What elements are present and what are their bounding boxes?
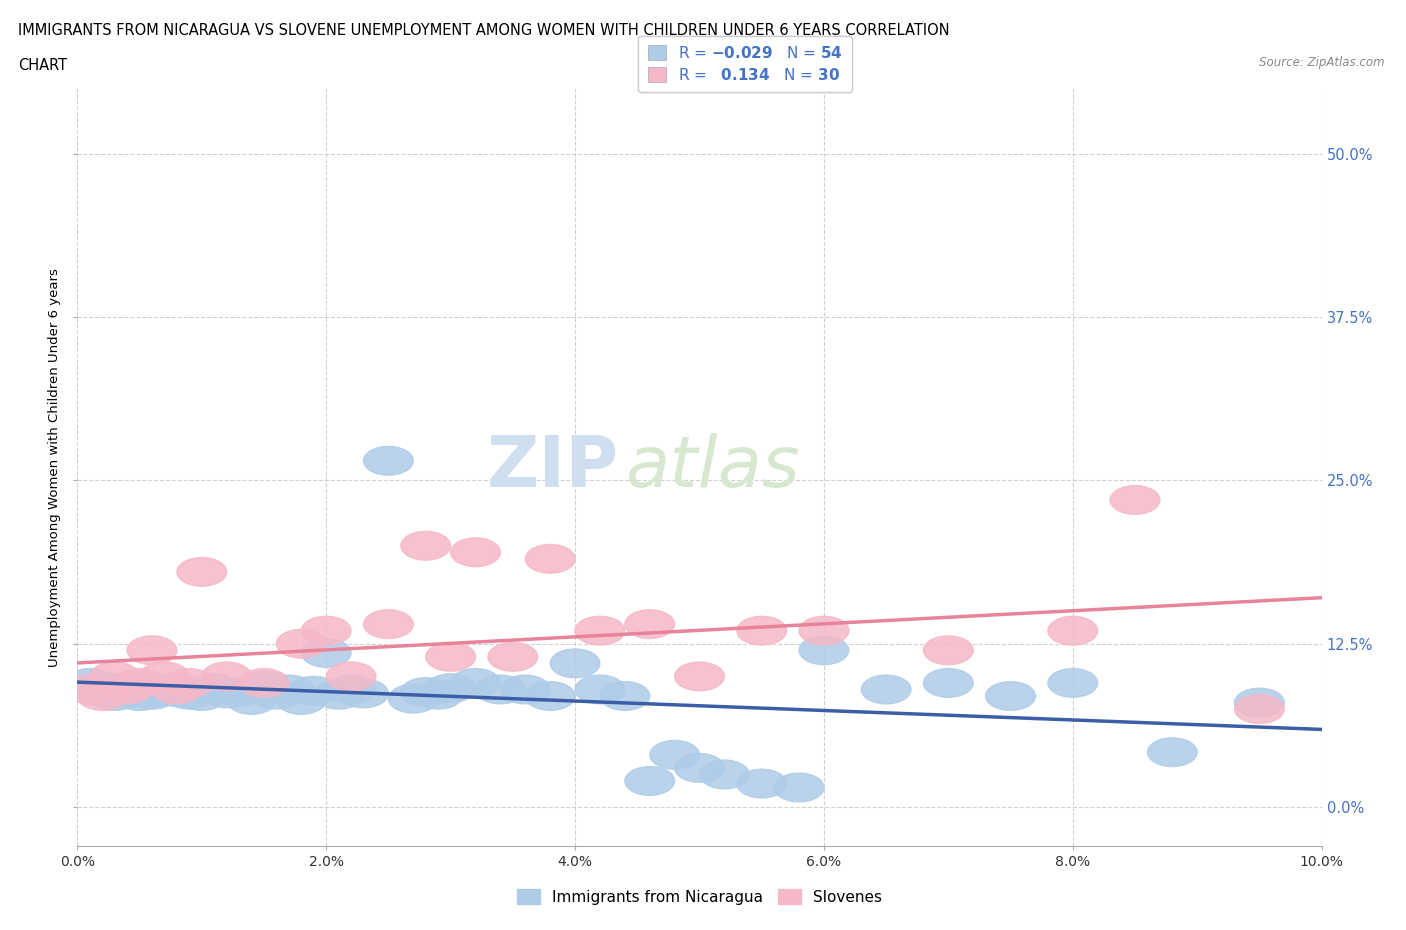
Ellipse shape (239, 669, 288, 698)
Ellipse shape (139, 675, 190, 704)
Ellipse shape (526, 682, 575, 711)
Ellipse shape (624, 610, 675, 639)
Text: atlas: atlas (624, 432, 800, 502)
Ellipse shape (264, 675, 314, 704)
Text: CHART: CHART (18, 58, 67, 73)
Ellipse shape (127, 681, 177, 709)
Ellipse shape (986, 682, 1035, 711)
Ellipse shape (575, 617, 624, 645)
Ellipse shape (239, 671, 288, 700)
Ellipse shape (190, 674, 239, 702)
Ellipse shape (924, 636, 973, 665)
Legend: R = $\mathbf{-0.029}$   N = $\mathbf{54}$, R =   $\mathbf{0.134}$   N = $\mathbf: R = $\mathbf{-0.029}$ N = $\mathbf{54}$,… (638, 35, 852, 92)
Ellipse shape (737, 617, 786, 645)
Ellipse shape (90, 674, 139, 702)
Ellipse shape (226, 685, 277, 714)
Ellipse shape (799, 636, 849, 665)
Ellipse shape (364, 610, 413, 639)
Y-axis label: Unemployment Among Women with Children Under 6 years: Unemployment Among Women with Children U… (48, 268, 62, 667)
Ellipse shape (426, 643, 475, 671)
Ellipse shape (277, 685, 326, 714)
Ellipse shape (65, 669, 115, 698)
Ellipse shape (1147, 737, 1198, 766)
Ellipse shape (314, 681, 364, 709)
Ellipse shape (339, 679, 388, 708)
Ellipse shape (426, 674, 475, 702)
Ellipse shape (401, 531, 451, 560)
Ellipse shape (550, 649, 600, 678)
Ellipse shape (1234, 695, 1284, 724)
Ellipse shape (152, 678, 202, 707)
Text: Source: ZipAtlas.com: Source: ZipAtlas.com (1260, 56, 1385, 69)
Ellipse shape (103, 679, 152, 708)
Ellipse shape (77, 678, 127, 707)
Ellipse shape (127, 678, 177, 707)
Ellipse shape (202, 679, 252, 708)
Text: ZIP: ZIP (486, 432, 619, 502)
Ellipse shape (214, 678, 264, 707)
Ellipse shape (202, 662, 252, 691)
Ellipse shape (575, 675, 624, 704)
Ellipse shape (1047, 617, 1098, 645)
Ellipse shape (115, 671, 165, 700)
Ellipse shape (1047, 669, 1098, 698)
Ellipse shape (90, 662, 139, 691)
Ellipse shape (115, 669, 165, 698)
Ellipse shape (675, 753, 724, 782)
Ellipse shape (1234, 688, 1284, 717)
Ellipse shape (401, 678, 451, 707)
Ellipse shape (924, 669, 973, 698)
Ellipse shape (326, 675, 375, 704)
Ellipse shape (488, 643, 537, 671)
Ellipse shape (301, 617, 352, 645)
Ellipse shape (501, 675, 550, 704)
Ellipse shape (77, 682, 127, 711)
Ellipse shape (165, 669, 214, 698)
Ellipse shape (737, 769, 786, 798)
Ellipse shape (775, 773, 824, 802)
Ellipse shape (115, 682, 165, 711)
Ellipse shape (451, 669, 501, 698)
Ellipse shape (177, 557, 226, 586)
Ellipse shape (364, 446, 413, 475)
Ellipse shape (413, 681, 463, 709)
Legend: Immigrants from Nicaragua, Slovenes: Immigrants from Nicaragua, Slovenes (510, 883, 889, 910)
Ellipse shape (1111, 485, 1160, 514)
Ellipse shape (650, 740, 700, 769)
Ellipse shape (600, 682, 650, 711)
Ellipse shape (252, 681, 301, 709)
Ellipse shape (277, 630, 326, 658)
Ellipse shape (862, 675, 911, 704)
Ellipse shape (301, 639, 352, 667)
Ellipse shape (526, 544, 575, 573)
Ellipse shape (152, 672, 202, 701)
Ellipse shape (624, 766, 675, 795)
Ellipse shape (139, 662, 190, 691)
Ellipse shape (103, 675, 152, 704)
Ellipse shape (127, 636, 177, 665)
Ellipse shape (799, 617, 849, 645)
Ellipse shape (288, 676, 339, 705)
Ellipse shape (675, 662, 724, 691)
Ellipse shape (152, 675, 202, 704)
Ellipse shape (90, 682, 139, 711)
Ellipse shape (77, 672, 127, 701)
Ellipse shape (388, 684, 439, 713)
Ellipse shape (177, 682, 226, 711)
Ellipse shape (65, 675, 115, 704)
Ellipse shape (165, 681, 214, 709)
Ellipse shape (326, 662, 375, 691)
Ellipse shape (700, 760, 749, 789)
Ellipse shape (451, 538, 501, 566)
Text: IMMIGRANTS FROM NICARAGUA VS SLOVENE UNEMPLOYMENT AMONG WOMEN WITH CHILDREN UNDE: IMMIGRANTS FROM NICARAGUA VS SLOVENE UNE… (18, 23, 950, 38)
Ellipse shape (103, 675, 152, 704)
Ellipse shape (475, 675, 526, 704)
